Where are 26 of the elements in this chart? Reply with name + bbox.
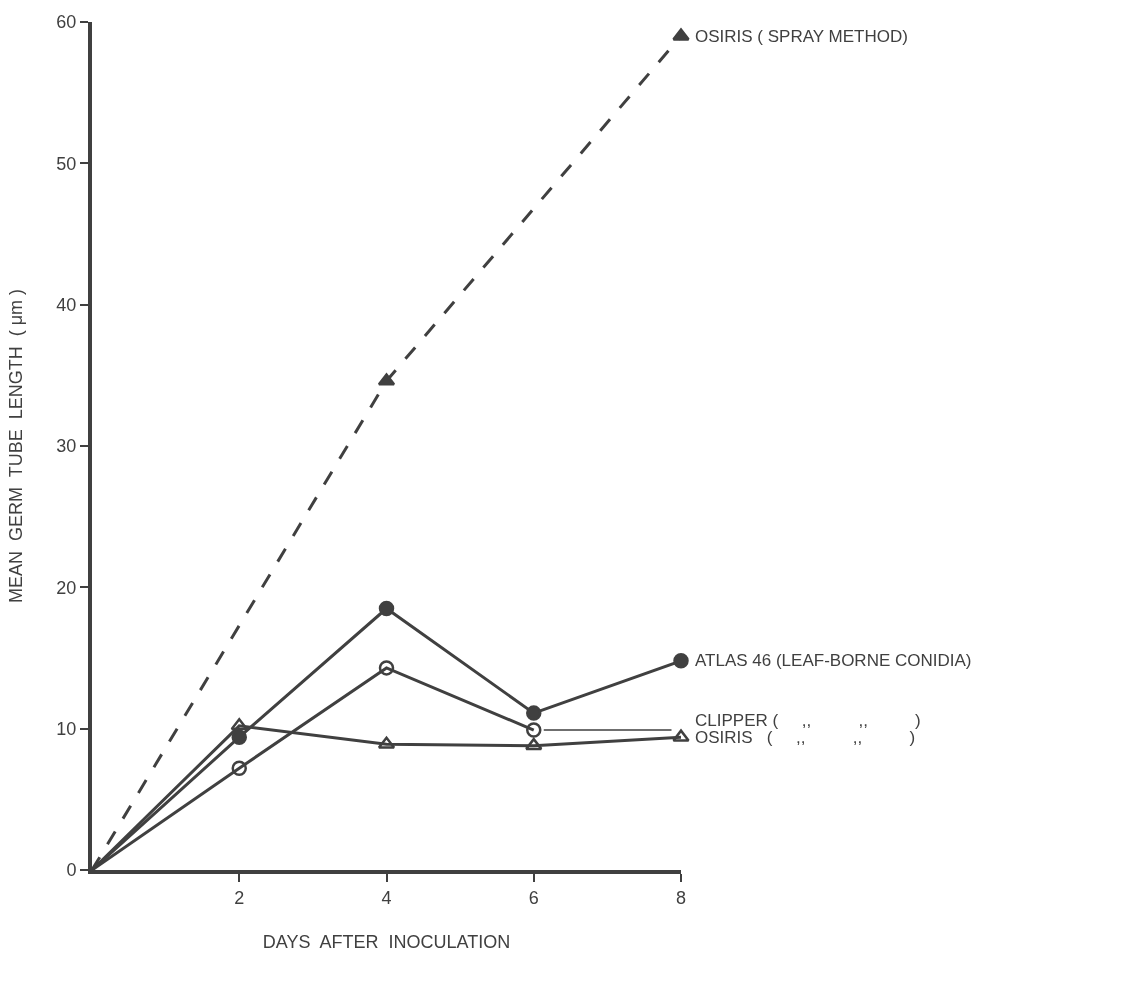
series-label: ATLAS 46 (LEAF-BORNE CONIDIA)	[695, 651, 972, 670]
y-tick-label: 10	[56, 718, 77, 739]
point	[231, 729, 247, 745]
point	[672, 729, 690, 742]
point	[231, 760, 247, 776]
y-tick-label: 30	[56, 436, 77, 457]
y-axis-title: MEAN GERM TUBE LENGTH ( μm )	[6, 288, 27, 604]
x-tick-label: 4	[381, 887, 392, 908]
x-tick-label: 2	[234, 887, 245, 908]
point	[378, 600, 395, 617]
y-tick-label: 20	[56, 577, 77, 598]
y-tick-label: 0	[66, 860, 77, 881]
point	[526, 722, 542, 738]
y-tick-label: 40	[56, 294, 77, 315]
y-tick-label: 50	[56, 153, 77, 174]
point	[526, 705, 542, 721]
point	[378, 660, 395, 676]
x-tick-label: 8	[675, 887, 687, 908]
x-tick-label: 6	[528, 887, 539, 908]
text: CLIPPER ( ,, ,, )	[695, 711, 921, 730]
point	[524, 737, 543, 751]
series-label: OSIRIS ( ,, ,, )	[695, 728, 916, 747]
point	[673, 653, 689, 669]
x-axis-title: DAYS AFTER INOCULATION	[262, 932, 511, 953]
series-label: OSIRIS ( SPRAY METHOD)	[695, 27, 908, 46]
y-tick-label: 60	[56, 12, 77, 33]
